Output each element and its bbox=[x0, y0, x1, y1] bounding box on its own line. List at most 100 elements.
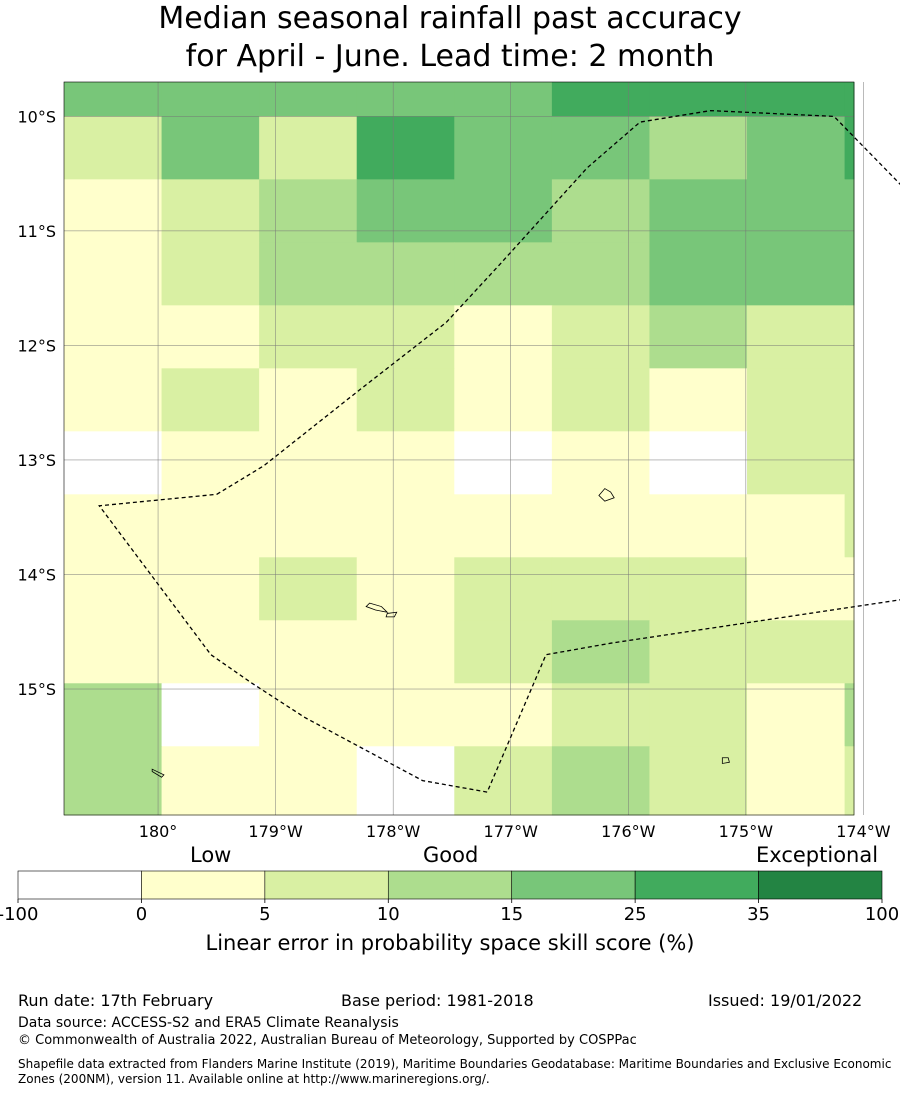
grid-cell bbox=[747, 305, 846, 369]
colorbar-swatch bbox=[511, 870, 636, 900]
grid-cell bbox=[551, 494, 650, 558]
longitude-label: 178°W bbox=[366, 822, 421, 841]
longitude-label: 179°W bbox=[248, 822, 303, 841]
grid-cell bbox=[747, 368, 846, 432]
grid-cell bbox=[454, 620, 553, 684]
grid-cell bbox=[356, 242, 455, 306]
grid-cell bbox=[747, 82, 846, 117]
run-date: Run date: 17th February bbox=[18, 991, 214, 1010]
grid-cell bbox=[259, 305, 358, 369]
grid-cell bbox=[259, 116, 358, 180]
grid-cell bbox=[64, 116, 163, 180]
grid-cell bbox=[259, 179, 358, 243]
grid-cell bbox=[454, 116, 553, 180]
grid-cell bbox=[454, 82, 553, 117]
longitude-label: 175°W bbox=[719, 822, 774, 841]
grid-cell bbox=[844, 242, 855, 306]
grid-cell bbox=[259, 368, 358, 432]
grid-cell bbox=[64, 82, 163, 117]
grid-cell bbox=[64, 620, 163, 684]
data-source: Data source: ACCESS-S2 and ERA5 Climate … bbox=[18, 1015, 399, 1031]
grid-cell bbox=[356, 620, 455, 684]
colorbar-ticks: -100 0 5 10 15 25 35 100 bbox=[0, 899, 899, 925]
grid-cell bbox=[551, 746, 650, 816]
grid-cell bbox=[259, 620, 358, 684]
longitude-label: 177°W bbox=[484, 822, 539, 841]
grid-cell bbox=[356, 305, 455, 369]
grid-cell bbox=[259, 82, 358, 117]
grid-cell bbox=[747, 746, 846, 816]
colorbar-tick-label: -100 bbox=[0, 904, 38, 925]
grid-cell bbox=[551, 620, 650, 684]
grid-cell bbox=[356, 179, 455, 243]
island-outline bbox=[721, 757, 730, 764]
title-line-1: Median seasonal rainfall past accuracy bbox=[158, 1, 742, 36]
latitude-label: 14°S bbox=[17, 565, 56, 584]
grid-cell bbox=[161, 557, 260, 621]
grid-cell bbox=[551, 683, 650, 747]
grid-cell bbox=[161, 82, 260, 117]
latitude-labels: 10°S 11°S 12°S 13°S 14°S 15°S bbox=[17, 107, 56, 699]
grid-cell bbox=[161, 368, 260, 432]
colorbar-tick-label: 5 bbox=[259, 904, 270, 925]
grid-cell bbox=[64, 305, 163, 369]
grid-cell bbox=[551, 179, 650, 243]
grid-cell bbox=[747, 116, 846, 180]
grid-cell bbox=[747, 431, 846, 495]
grid-cell bbox=[161, 242, 260, 306]
title-line-2: for April - June. Lead time: 2 month bbox=[185, 39, 715, 74]
grid-cell bbox=[649, 557, 748, 621]
colorbar-swatch bbox=[387, 870, 513, 900]
grid-cell bbox=[356, 116, 455, 180]
grid-cell bbox=[747, 242, 846, 306]
colorbar-tick-label: 35 bbox=[747, 904, 770, 925]
issued-date: Issued: 19/01/2022 bbox=[708, 991, 863, 1010]
grid-cell bbox=[64, 242, 163, 306]
grid-cell bbox=[649, 368, 748, 432]
grid-cell bbox=[259, 746, 358, 816]
grid-cell bbox=[259, 431, 358, 495]
grid-cell bbox=[161, 494, 260, 558]
grid-cell bbox=[649, 116, 748, 180]
grid-cell bbox=[161, 746, 260, 816]
map-title: Median seasonal rainfall past accuracy f… bbox=[0, 0, 900, 76]
grid-cell bbox=[64, 746, 163, 816]
colorbar-swatch bbox=[264, 870, 389, 900]
grid-cell bbox=[649, 431, 748, 495]
category-exceptional: Exceptional bbox=[756, 843, 879, 867]
grid-cell bbox=[844, 179, 855, 243]
grid-cell bbox=[551, 368, 650, 432]
graticule bbox=[64, 82, 864, 815]
grid-cell bbox=[64, 368, 163, 432]
grid-cell bbox=[649, 620, 748, 684]
grid-cell bbox=[844, 368, 855, 432]
island-outline bbox=[385, 611, 398, 618]
grid-cell bbox=[259, 242, 358, 306]
grid-cell bbox=[649, 305, 748, 369]
grid-cell bbox=[844, 557, 855, 621]
grid-cell bbox=[454, 683, 553, 747]
category-low: Low bbox=[190, 843, 232, 867]
grid-cell bbox=[649, 683, 748, 747]
grid-cell bbox=[649, 179, 748, 243]
latitude-label: 11°S bbox=[17, 222, 56, 241]
colorbar-tick-label: 25 bbox=[624, 904, 647, 925]
grid-cell bbox=[356, 368, 455, 432]
colorbar-swatch bbox=[634, 870, 759, 900]
colorbar-tick-label: 15 bbox=[500, 904, 523, 925]
island-outline bbox=[151, 768, 165, 778]
grid-cell bbox=[454, 179, 553, 243]
grid-cell bbox=[844, 431, 855, 495]
grid-cell bbox=[161, 305, 260, 369]
latitude-label: 10°S bbox=[17, 107, 56, 126]
grid-cell bbox=[64, 557, 163, 621]
grid-cell bbox=[356, 82, 455, 117]
grid-cell bbox=[747, 179, 846, 243]
base-period: Base period: 1981-2018 bbox=[341, 991, 534, 1010]
grid-cell bbox=[844, 305, 855, 369]
grid-cell bbox=[161, 179, 260, 243]
island-outline bbox=[365, 602, 389, 613]
longitude-labels: 180° 179°W 178°W 177°W 176°W 175°W 174°W bbox=[139, 822, 891, 841]
latitude-label: 12°S bbox=[17, 336, 56, 355]
